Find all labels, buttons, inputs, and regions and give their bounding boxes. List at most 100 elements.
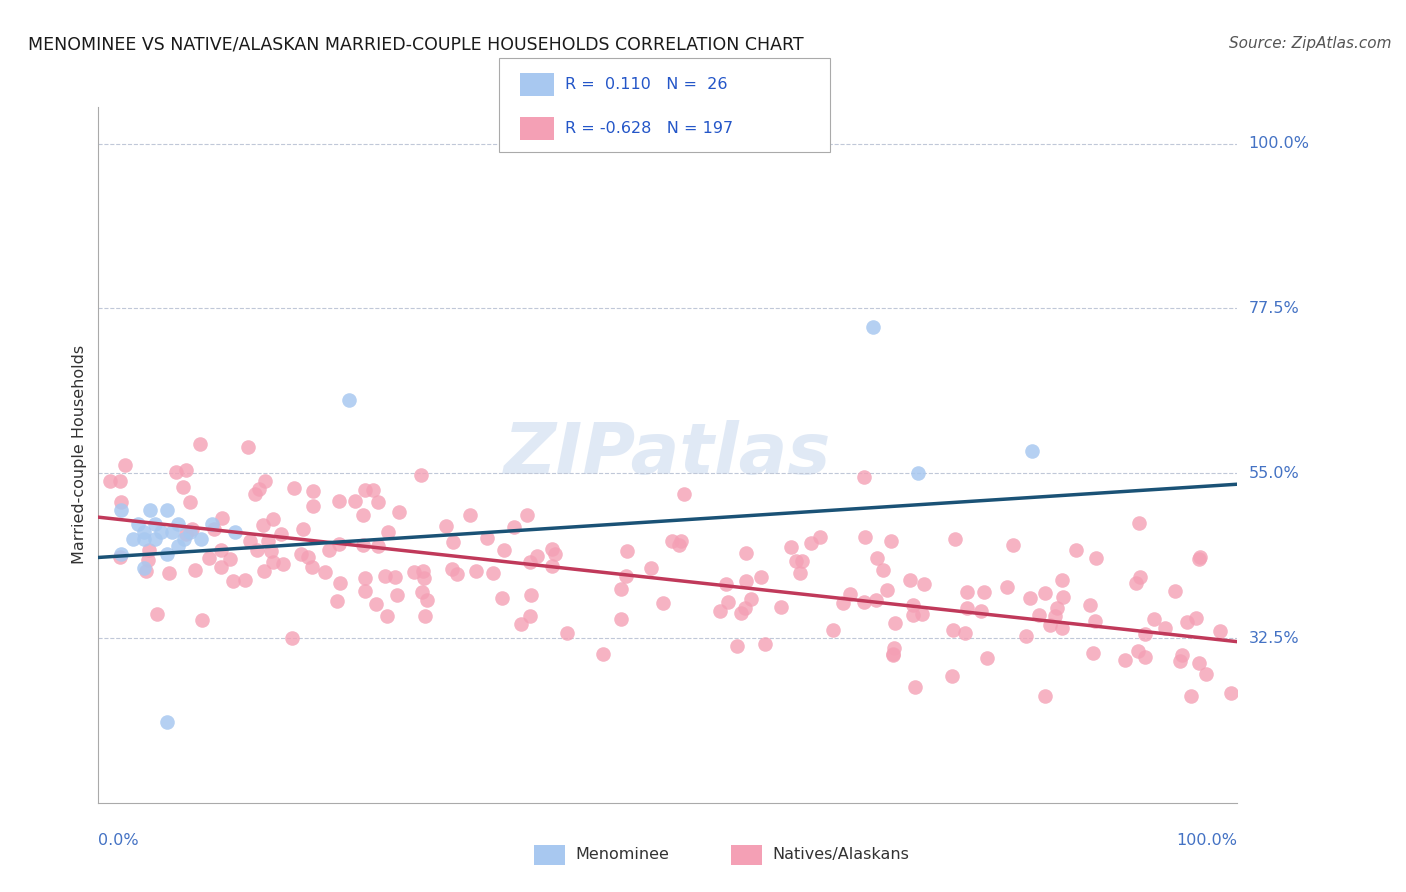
Point (911, 607, 934, 621)
Point (1143, 612, 1166, 626)
Point (1184, 610, 1206, 624)
Point (614, 569, 637, 583)
Point (735, 546, 758, 560)
Point (872, 563, 894, 577)
Point (222, 574, 245, 588)
Point (464, 565, 486, 579)
Point (413, 571, 436, 585)
Text: R = -0.628   N = 197: R = -0.628 N = 197 (565, 121, 734, 136)
Point (283, 482, 305, 496)
Text: 100.0%: 100.0% (1177, 833, 1237, 848)
Point (157, 566, 180, 580)
Point (188, 437, 211, 451)
Point (1019, 591, 1042, 605)
Point (1114, 652, 1136, 666)
Point (900, 573, 922, 587)
Point (1052, 590, 1074, 604)
Point (1135, 626, 1157, 640)
Point (734, 574, 756, 588)
Point (482, 566, 505, 580)
Point (616, 544, 638, 558)
Point (1084, 614, 1107, 628)
Point (876, 583, 898, 598)
Point (907, 467, 929, 481)
Point (1164, 584, 1187, 599)
Point (884, 615, 907, 630)
Point (290, 547, 312, 561)
Point (271, 557, 294, 571)
Point (852, 469, 875, 483)
Point (1085, 550, 1108, 565)
Point (865, 593, 887, 607)
Point (292, 522, 315, 536)
Point (337, 392, 360, 407)
Point (384, 570, 406, 584)
Point (668, 538, 690, 552)
Point (211, 511, 233, 525)
Point (162, 524, 184, 539)
Point (138, 503, 160, 517)
Point (314, 566, 336, 580)
Point (901, 598, 924, 612)
Point (301, 559, 323, 574)
Text: R =  0.110   N =  26: R = 0.110 N = 26 (565, 77, 728, 92)
Point (770, 599, 793, 614)
Point (661, 534, 683, 549)
Point (297, 549, 319, 564)
Point (262, 556, 284, 570)
Point (318, 543, 340, 558)
Point (239, 534, 262, 549)
Point (280, 632, 302, 646)
Point (138, 542, 160, 557)
Point (853, 530, 876, 544)
Point (209, 560, 232, 574)
Point (725, 640, 748, 654)
Point (780, 540, 803, 554)
Text: 32.5%: 32.5% (1249, 631, 1299, 646)
Point (789, 566, 811, 580)
Point (1078, 598, 1101, 612)
Point (1002, 538, 1025, 552)
Point (180, 522, 202, 536)
Point (943, 532, 966, 546)
Point (388, 505, 411, 519)
Point (352, 538, 374, 552)
Point (236, 440, 259, 454)
Point (354, 584, 377, 599)
Point (411, 585, 433, 599)
Point (260, 544, 283, 558)
Point (247, 482, 270, 496)
Point (252, 564, 274, 578)
Point (800, 536, 823, 550)
Point (754, 637, 776, 651)
Point (179, 495, 201, 509)
Point (494, 543, 516, 558)
Point (328, 494, 350, 508)
Point (145, 532, 167, 546)
Point (167, 540, 190, 554)
Point (955, 600, 977, 615)
Point (880, 533, 903, 548)
Point (302, 484, 325, 499)
Point (209, 542, 232, 557)
Point (510, 617, 533, 632)
Point (354, 483, 377, 497)
Point (1189, 549, 1212, 564)
Point (190, 532, 212, 546)
Point (146, 607, 169, 621)
Point (110, 503, 132, 517)
Text: 77.5%: 77.5% (1249, 301, 1299, 316)
Point (344, 493, 367, 508)
Point (904, 681, 927, 695)
Point (173, 532, 195, 546)
Point (882, 648, 904, 662)
Point (184, 563, 207, 577)
Point (233, 573, 256, 587)
Point (167, 517, 190, 532)
Point (165, 465, 187, 479)
Point (1015, 629, 1038, 643)
Point (1045, 601, 1067, 615)
Point (224, 524, 246, 539)
Point (172, 480, 194, 494)
Point (246, 543, 269, 558)
